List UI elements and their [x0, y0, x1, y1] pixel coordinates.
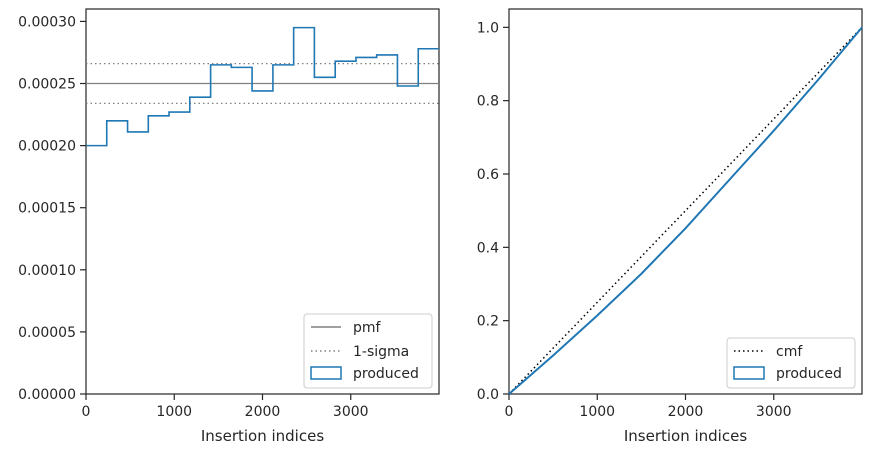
legend-produced-swatch	[733, 366, 765, 380]
left-x-tick-label: 3000	[333, 404, 369, 420]
legend-produced-label: produced	[353, 366, 419, 382]
left-y-tick-label: 0.00025	[18, 77, 76, 93]
right-x-tick-label: 0	[505, 404, 514, 420]
right-axis-ticks: 0 1000 2000 3000 0.0 0.2 0.4 0.6 0.8 1.0	[477, 20, 792, 420]
left-axis-ticks: 0 1000 2000 3000 0.00000 0.00005 0.00010 0.0001…	[18, 14, 368, 420]
right-panel: 0 1000 2000 3000 0.0 0.2 0.4 0.6 0.8 1.0 Insertio…	[477, 8, 863, 445]
left-x-tick-label: 1000	[156, 404, 192, 420]
right-y-tick-label: 0.0	[477, 387, 499, 403]
left-y-tick-label: 0.00005	[18, 325, 76, 341]
right-axes-frame	[508, 8, 863, 395]
right-legend: cmf produced	[726, 337, 856, 389]
legend-pmf-label: pmf	[353, 320, 382, 336]
right-x-tick-label: 3000	[756, 404, 792, 420]
legend-1-sigma-label: 1-sigma	[353, 344, 409, 360]
left-x-tick-label: 0	[82, 404, 91, 420]
produced-curve	[508, 26, 863, 395]
cmf-curve	[508, 26, 863, 395]
right-y-tick-label: 0.8	[477, 94, 499, 110]
left-x-axis-label: Insertion indices	[201, 427, 324, 445]
right-x-tick-label: 1000	[579, 404, 615, 420]
left-panel: 0 1000 2000 3000 0.00000 0.00005 0.00010 0.0001…	[18, 8, 440, 445]
left-y-tick-label: 0.00030	[18, 14, 76, 30]
legend-produced-label: produced	[776, 366, 842, 382]
left-y-tick-label: 0.00010	[18, 263, 76, 279]
left-y-tick-label: 0.00020	[18, 139, 76, 155]
left-plot-area	[86, 26, 439, 147]
right-x-tick-label: 2000	[668, 404, 704, 420]
right-legend-box	[726, 337, 856, 389]
right-y-tick-label: 0.2	[477, 314, 499, 330]
right-y-tick-label: 0.4	[477, 240, 499, 256]
legend-produced-swatch	[310, 366, 342, 380]
legend-cmf-label: cmf	[776, 344, 803, 360]
left-legend-box	[303, 313, 433, 389]
right-x-axis-label: Insertion indices	[624, 427, 747, 445]
right-plot-area	[508, 26, 863, 395]
right-y-tick-label: 1.0	[477, 20, 499, 36]
right-y-tick-label: 0.6	[477, 167, 499, 183]
left-legend: pmf 1-sigma produced	[303, 313, 433, 389]
left-y-tick-label: 0.00000	[18, 387, 76, 403]
produced-histogram-step	[86, 26, 439, 147]
left-y-tick-label: 0.00015	[18, 201, 76, 217]
left-x-tick-label: 2000	[245, 404, 281, 420]
